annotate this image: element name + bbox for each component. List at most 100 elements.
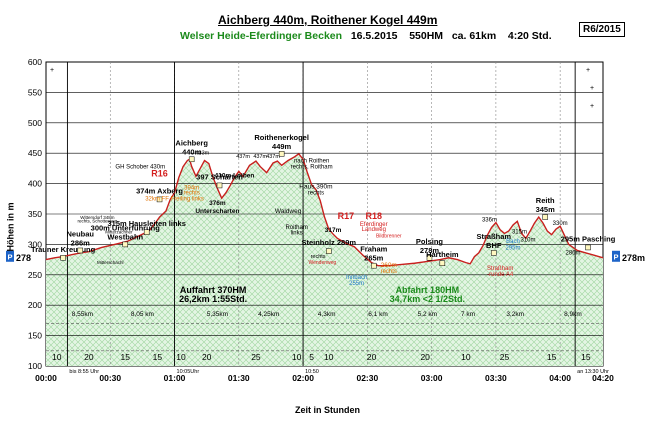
x-tick-label: 04:20 (592, 373, 614, 383)
place-marker (77, 247, 84, 254)
annotation: R16 (151, 168, 168, 178)
place-marker (585, 244, 591, 251)
x-tick-label: 03:00 (421, 373, 443, 383)
annotation: -runde A4 (487, 272, 514, 278)
parking-badge-label: P (613, 252, 618, 261)
chart-subtitle: Welser Heide-Eferdinger Becken 16.5.2015… (180, 30, 552, 42)
elevation-line (45, 152, 604, 267)
segment-duration: 10 (461, 352, 471, 362)
totals-label: 26,2km 1:55Std. (179, 294, 247, 304)
x-tick-label: 00:00 (35, 373, 57, 383)
corner-cross: + (50, 67, 54, 74)
parking-badge-label: P (7, 252, 12, 261)
place-name: Neubau (67, 229, 95, 238)
tour-distance: ca. 61km (451, 30, 497, 42)
annotation: Mitterzachner (105, 229, 133, 234)
annotation: 376m (209, 200, 226, 207)
segment-distance: 3,2km (506, 311, 524, 318)
annotation: nach Roithen (294, 158, 329, 164)
annotation: GH Schober 430m (115, 164, 165, 170)
totals-label: 34,7km <2 1/2Std. (390, 294, 465, 304)
annotation: Eferdinger (360, 222, 388, 228)
y-tick-label: 350 (28, 209, 42, 219)
tour-code-badge: R6/2015 (579, 22, 625, 37)
annotation: R18 (366, 211, 383, 221)
y-tick-label: 300 (28, 239, 42, 249)
x-tick-label: 03:30 (485, 373, 507, 383)
x-tick-label: 02:30 (356, 373, 378, 383)
corner-cross: + (590, 103, 594, 110)
y-tick-label: 400 (28, 179, 42, 189)
y-tick-label: 250 (28, 270, 42, 280)
elevation-area (46, 153, 603, 366)
place-name: 300m Unterführung (91, 223, 161, 232)
place-name: 315m Hausleiten links (108, 219, 186, 228)
place-marker (60, 255, 66, 261)
place-name: Roithenerkogel (254, 133, 309, 142)
annotation: 295m (506, 245, 521, 251)
x-tick-label: 01:00 (164, 373, 186, 383)
y-tick-label: 500 (28, 118, 42, 128)
segment-distance: 8,55km (72, 311, 93, 318)
place-name: 374m Axberg (136, 186, 183, 195)
place-elevation: 449m (272, 142, 292, 151)
annotation: 317m (325, 227, 342, 234)
event-time-label: an 13:30 Uhr (577, 369, 609, 375)
annotation: 437m (236, 154, 250, 160)
annotation: rechts (184, 191, 200, 197)
segment-duration: 15 (153, 352, 163, 362)
annotation: 310m (521, 237, 536, 243)
annotation: Straßham (487, 266, 513, 272)
annotation: rechts (308, 191, 324, 197)
place-elevation: 278m (420, 246, 440, 255)
segment-distance: 4,3km (318, 311, 336, 318)
place-marker (156, 196, 163, 203)
annotation: Innbach (346, 275, 367, 281)
segment-duration: 15 (121, 352, 131, 362)
corner-cross: + (590, 85, 594, 92)
place-name: Steinholz 289m (301, 238, 356, 247)
place-marker (188, 156, 195, 163)
annotation: links (291, 231, 303, 237)
annotation: Bildbrenner (376, 234, 402, 240)
annotation: 336m (482, 217, 497, 223)
segment-duration: 20 (202, 352, 212, 362)
place-name: 397 Scharten (196, 172, 243, 181)
place-name: Polsing (416, 237, 444, 246)
place-marker (122, 241, 129, 248)
annotation: Haus 390m (299, 183, 332, 190)
place-name: Aichberg (175, 138, 208, 147)
place-marker (371, 262, 377, 269)
event-time-label: 10:50 (305, 369, 319, 375)
y-tick-label: 450 (28, 148, 42, 158)
annotation: 286m (565, 251, 580, 257)
y-tick-label: 100 (28, 361, 42, 371)
annotation: 394m (184, 186, 199, 192)
place-marker (439, 260, 446, 266)
x-tick-label: 02:00 (292, 373, 314, 383)
place-marker (278, 151, 285, 157)
segment-duration: 15 (547, 352, 557, 362)
annotation: 32km FF Freiling links (145, 197, 204, 203)
annotation: 260m (381, 262, 397, 269)
x-tick-label: 04:00 (549, 373, 571, 383)
annotation: rechts, Roitham (291, 164, 333, 170)
place-name: Trauner Kreuzung (31, 245, 96, 254)
region-label: Welser Heide-Eferdinger Becken (180, 30, 343, 42)
place-marker (490, 250, 497, 256)
place-marker (216, 182, 223, 189)
parking-badge (612, 250, 620, 262)
annotation: rechts (311, 254, 326, 260)
x-tick-label: 00:30 (99, 373, 121, 383)
tour-ascent: 550HM (409, 30, 444, 42)
segment-distance: 8,05 km (131, 311, 154, 318)
segment-duration: 5 (309, 352, 314, 362)
place-name: Reith (536, 196, 555, 205)
x-axis-title: Zeit in Stunden (295, 405, 360, 415)
place-elevation: Westbahn (107, 232, 143, 241)
y-tick-label: 550 (28, 87, 42, 97)
annotation: rechts (381, 269, 397, 275)
place-elevation: 345m (536, 205, 556, 214)
segment-duration: 15 (581, 352, 591, 362)
event-time-label: bis 8:55 Uhr (69, 369, 99, 375)
